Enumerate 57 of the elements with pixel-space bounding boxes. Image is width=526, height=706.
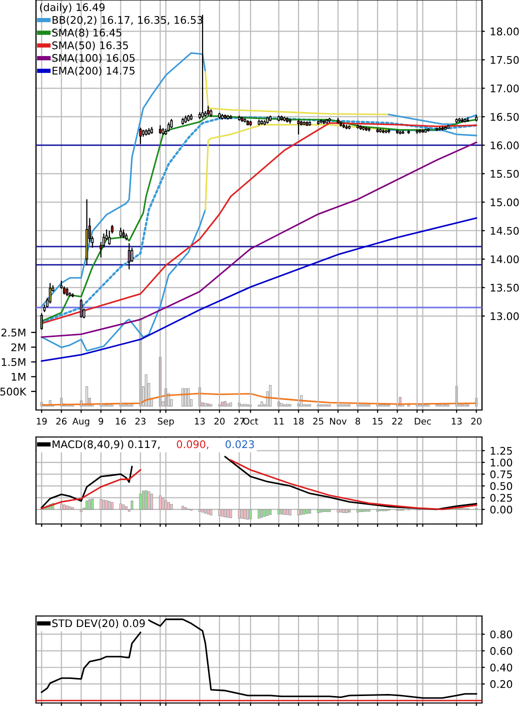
y-tick-label: 15.00 — [490, 198, 519, 206]
y-tick-label: 0.50 — [490, 482, 512, 490]
x-tick-label: 23 — [135, 418, 146, 425]
legend-label: SMA(100) 16.05 — [52, 54, 135, 64]
legend-label: EMA(200) 14.75 — [52, 66, 135, 76]
y-tick-label: 13.50 — [490, 284, 519, 292]
legend-label: SMA(8) 16.45 — [52, 28, 122, 38]
legend-label: SMA(50) 16.35 — [52, 41, 128, 50]
legend-label: MACD(8,40,9) 0.117, — [52, 440, 160, 450]
text: 0.090, — [176, 440, 208, 450]
y-tick-label: 13.00 — [490, 312, 519, 320]
x-tick-label: 26 — [56, 418, 67, 425]
y-tick-label: 0.00 — [490, 506, 512, 514]
x-tick-label: 16 — [116, 418, 126, 425]
y-tick-label: 15.50 — [490, 170, 519, 178]
y2-tick-label: 500K — [0, 388, 26, 396]
y-tick-label: 16.00 — [490, 141, 519, 150]
y-tick-label: 1.00 — [490, 458, 512, 466]
y-tick-label: 0.40 — [490, 664, 512, 672]
y-tick-label: 16.50 — [490, 112, 519, 121]
y-tick-label: 0.75 — [490, 470, 512, 478]
x-tick-label: Aug — [72, 418, 90, 426]
y2-tick-label: 1M — [12, 373, 26, 381]
x-tick-label: 15 — [372, 418, 383, 425]
y2-tick-label: 2M — [11, 343, 26, 352]
x-tick-label: 19 — [36, 418, 47, 425]
x-tick-label: Oct — [243, 418, 258, 425]
y-tick-label: 1.25 — [490, 446, 512, 455]
x-tick-label: 9 — [98, 418, 104, 425]
x-tick-label: 22 — [392, 418, 402, 424]
x-tick-label: 18 — [294, 418, 304, 425]
y-tick-label: 0.25 — [490, 494, 512, 502]
x-tick-label: Sep — [158, 418, 174, 426]
legend-title: (daily) 16.49 — [40, 3, 105, 14]
annotation: 0.023 — [226, 440, 254, 448]
legend-label: BB(20,2) 16.17, 16.35, 16.53 — [52, 16, 202, 26]
y-tick-label: 18.00 — [490, 28, 519, 36]
x-tick-label: Nov — [330, 418, 347, 425]
x-tick-label: 20 — [471, 418, 482, 425]
y-tick-label: 14.50 — [490, 226, 519, 235]
y-tick-label: 17.50 — [490, 56, 519, 64]
x-tick-label: Dec — [414, 418, 431, 425]
x-tick-label: 25 — [313, 418, 324, 425]
x-tick-label: 20 — [214, 418, 225, 425]
x-tick-label: 13 — [452, 418, 462, 425]
x-tick-label: 11 — [274, 418, 284, 424]
y-tick-label: 0.80 — [490, 630, 512, 638]
y-tick-label: 14.00 — [490, 255, 519, 264]
y-tick-label: 0.60 — [490, 647, 512, 655]
x-tick-label: 13 — [194, 418, 205, 425]
y2-tick-label: 1.5M — [2, 358, 26, 366]
x-tick-label: 8 — [356, 418, 360, 425]
x-tick-label: 27 — [234, 418, 244, 424]
y-tick-label: 17.00 — [490, 84, 519, 92]
legend-label: STD DEV(20) 0.09 — [52, 619, 145, 628]
y2-tick-label: 2.5M — [1, 328, 26, 337]
y-tick-label: 0.20 — [490, 680, 512, 688]
